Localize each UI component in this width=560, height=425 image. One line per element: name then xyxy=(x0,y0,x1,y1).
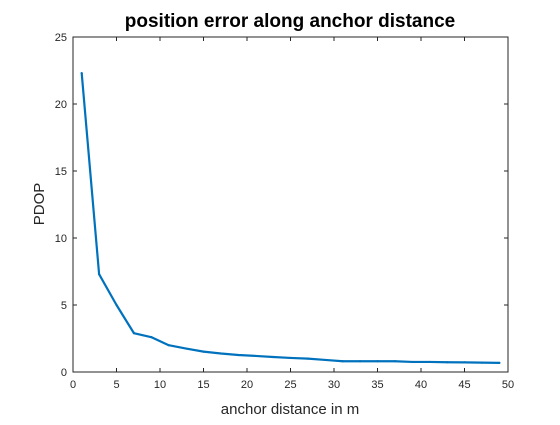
data-point xyxy=(376,360,379,363)
x-tick-label: 5 xyxy=(113,379,119,391)
data-point xyxy=(272,355,275,359)
data-point xyxy=(185,347,188,350)
data-point xyxy=(498,361,501,364)
y-tick-label: 0 xyxy=(61,367,67,379)
data-point xyxy=(480,361,483,364)
data-point xyxy=(80,72,83,75)
y-tick-label: 15 xyxy=(55,166,67,178)
y-tick-label: 10 xyxy=(55,233,67,245)
data-point xyxy=(289,356,292,360)
plot-frame xyxy=(72,36,509,373)
x-tick-label: 35 xyxy=(371,379,383,391)
data-point xyxy=(324,358,327,362)
x-tick-label: 45 xyxy=(458,379,470,391)
y-tick-label: 20 xyxy=(55,99,67,111)
data-point xyxy=(463,361,466,364)
data-point xyxy=(411,360,414,364)
y-tick-label: 25 xyxy=(55,32,67,44)
x-tick-label: 10 xyxy=(154,379,166,391)
data-point xyxy=(428,360,431,364)
x-tick-label: 0 xyxy=(70,379,76,391)
data-point xyxy=(341,360,344,363)
y-axis-ticks: 0 5 10 15 20 25 xyxy=(55,32,508,379)
data-point xyxy=(219,352,222,355)
x-tick-label: 20 xyxy=(241,379,253,391)
data-point xyxy=(98,273,101,276)
y-tick-label: 5 xyxy=(61,300,67,312)
data-point xyxy=(393,360,396,363)
plot-area xyxy=(72,36,509,373)
x-tick-label: 50 xyxy=(502,379,514,391)
data-point xyxy=(115,303,118,307)
x-tick-label: 30 xyxy=(328,379,340,391)
y-axis-label: PDOP xyxy=(31,183,48,226)
data-point xyxy=(359,360,362,363)
data-point xyxy=(446,361,449,364)
data-point xyxy=(202,350,205,353)
data-point xyxy=(306,357,309,360)
data-point xyxy=(237,353,240,357)
x-axis-label: anchor distance in m xyxy=(221,401,359,418)
x-tick-label: 40 xyxy=(415,379,427,391)
series-layer xyxy=(80,72,501,364)
x-tick-label: 25 xyxy=(284,379,296,391)
x-axis-ticks: 0 5 10 15 20 25 30 35 40 45 50 xyxy=(70,37,514,391)
chart-title: position error along anchor distance xyxy=(125,11,455,32)
data-point xyxy=(150,336,153,339)
data-point xyxy=(132,332,135,335)
data-point xyxy=(167,344,170,347)
x-tick-label: 15 xyxy=(197,379,209,391)
data-point xyxy=(254,354,257,358)
